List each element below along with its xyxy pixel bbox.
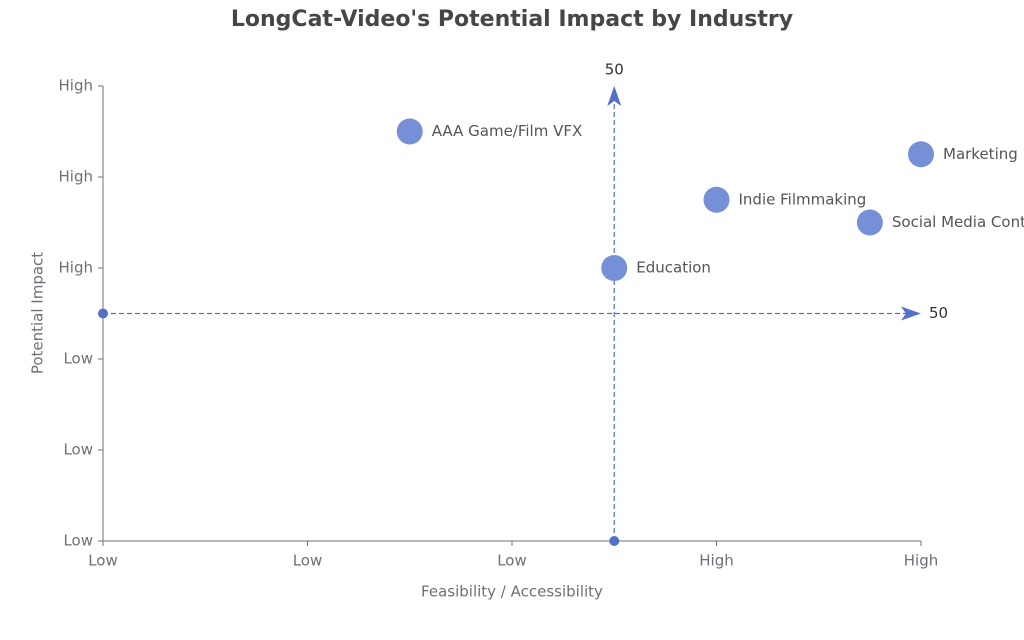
mark-line-label: 50 [929, 304, 948, 322]
x-tick-label: Low [293, 552, 323, 570]
x-axis-title: Feasibility / Accessibility [421, 583, 603, 601]
point-label: AAA Game/Film VFX [432, 122, 583, 140]
mark-line-arrow [901, 306, 921, 321]
mark-line-label: 50 [605, 61, 624, 79]
y-tick-label: Low [63, 532, 93, 550]
y-tick-label: Low [63, 350, 93, 368]
y-axis-title: Potential Impact [29, 252, 47, 374]
mark-line-arrow [607, 86, 622, 106]
y-tick-label: High [59, 259, 93, 277]
point-label: Social Media Content [892, 213, 1024, 231]
x-tick-label: Low [88, 552, 118, 570]
x-tick-label: Low [497, 552, 527, 570]
x-tick-label: High [904, 552, 938, 570]
y-tick-label: High [59, 77, 93, 95]
point [856, 209, 883, 236]
point [601, 255, 628, 281]
point [703, 186, 730, 213]
x-tick-label: High [699, 552, 733, 570]
y-tick-label: High [59, 168, 93, 186]
point [908, 141, 934, 168]
point-label: Marketing [943, 145, 1018, 163]
point [396, 118, 423, 145]
mark-line-start [98, 308, 108, 319]
chart-title: LongCat-Video's Potential Impact by Indu… [231, 7, 793, 32]
y-tick-label: Low [63, 441, 93, 459]
mark-line-start [609, 536, 620, 546]
point-label: Indie Filmmaking [739, 190, 867, 208]
point-label: Education [636, 259, 711, 277]
